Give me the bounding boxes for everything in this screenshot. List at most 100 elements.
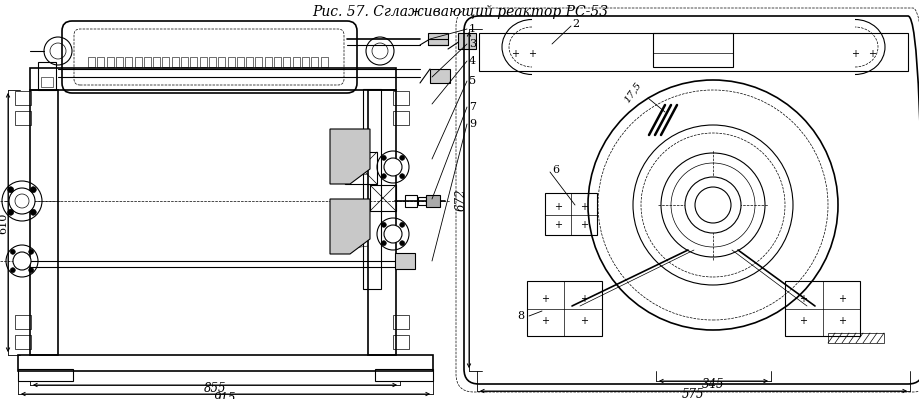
- Circle shape: [28, 249, 34, 254]
- Bar: [430, 69, 450, 83]
- Bar: [428, 33, 448, 45]
- Circle shape: [10, 249, 16, 254]
- Circle shape: [685, 177, 741, 233]
- Bar: [15, 315, 31, 329]
- Text: +: +: [541, 294, 549, 304]
- Bar: [246, 57, 253, 67]
- Bar: [312, 57, 318, 67]
- Bar: [479, 33, 908, 71]
- Bar: [283, 57, 290, 67]
- Text: +: +: [580, 294, 588, 304]
- Bar: [302, 57, 309, 67]
- Bar: [15, 91, 31, 105]
- Bar: [785, 281, 860, 336]
- Circle shape: [10, 268, 16, 273]
- Text: +: +: [541, 316, 549, 326]
- Bar: [321, 57, 327, 67]
- Bar: [653, 33, 733, 67]
- Circle shape: [381, 241, 386, 246]
- Text: Рис. 57. Сглаживающий реактор РС-53: Рис. 57. Сглаживающий реактор РС-53: [312, 5, 608, 19]
- Bar: [405, 195, 417, 207]
- Circle shape: [400, 241, 404, 246]
- Polygon shape: [330, 129, 370, 184]
- Text: 7: 7: [469, 102, 476, 112]
- Text: +: +: [799, 294, 807, 304]
- Text: 855: 855: [204, 383, 226, 395]
- Text: +: +: [580, 316, 588, 326]
- Bar: [237, 57, 244, 67]
- Text: +: +: [580, 202, 588, 212]
- Bar: [38, 62, 56, 90]
- Bar: [545, 193, 597, 235]
- Bar: [265, 57, 272, 67]
- Polygon shape: [330, 199, 370, 254]
- Text: +: +: [799, 316, 807, 326]
- Bar: [255, 57, 263, 67]
- Bar: [363, 89, 381, 289]
- Bar: [116, 57, 123, 67]
- Text: 9: 9: [469, 119, 476, 129]
- Text: +: +: [511, 49, 519, 59]
- Bar: [345, 152, 377, 184]
- Bar: [163, 57, 169, 67]
- Bar: [143, 57, 151, 67]
- Bar: [292, 57, 300, 67]
- Circle shape: [9, 188, 35, 214]
- Circle shape: [381, 174, 386, 179]
- Bar: [458, 33, 476, 49]
- Bar: [228, 57, 234, 67]
- Circle shape: [28, 268, 34, 273]
- Text: 6: 6: [552, 165, 559, 175]
- Bar: [393, 91, 409, 105]
- Bar: [393, 111, 409, 125]
- Text: 915: 915: [214, 391, 236, 399]
- Bar: [395, 253, 415, 269]
- Bar: [107, 57, 114, 67]
- Bar: [153, 57, 160, 67]
- Bar: [190, 57, 198, 67]
- Bar: [828, 333, 884, 343]
- Bar: [209, 57, 216, 67]
- Text: +: +: [838, 316, 846, 326]
- Text: 610: 610: [0, 212, 8, 234]
- Text: 17,5: 17,5: [623, 80, 643, 104]
- Bar: [30, 90, 58, 355]
- Circle shape: [13, 252, 31, 270]
- Circle shape: [400, 155, 404, 160]
- Bar: [375, 369, 433, 381]
- Text: 8: 8: [517, 311, 524, 321]
- Bar: [88, 57, 95, 67]
- Text: +: +: [554, 220, 562, 230]
- Text: 4: 4: [469, 56, 476, 66]
- Bar: [218, 57, 225, 67]
- Circle shape: [400, 222, 404, 227]
- Text: +: +: [580, 220, 588, 230]
- Circle shape: [30, 187, 37, 193]
- Text: +: +: [528, 49, 536, 59]
- Bar: [274, 57, 281, 67]
- Circle shape: [30, 209, 37, 215]
- Text: 672: 672: [455, 189, 468, 211]
- Circle shape: [7, 187, 14, 193]
- Circle shape: [381, 222, 386, 227]
- Bar: [30, 68, 396, 90]
- Bar: [370, 185, 396, 211]
- Circle shape: [384, 158, 402, 176]
- Bar: [134, 57, 142, 67]
- Bar: [97, 57, 104, 67]
- Text: 3: 3: [469, 39, 476, 49]
- Text: 345: 345: [702, 379, 724, 391]
- Bar: [426, 195, 440, 207]
- Bar: [18, 369, 73, 381]
- Bar: [199, 57, 207, 67]
- Bar: [393, 335, 409, 349]
- Bar: [393, 315, 409, 329]
- Circle shape: [7, 209, 14, 215]
- Text: +: +: [554, 202, 562, 212]
- Bar: [125, 57, 132, 67]
- Bar: [15, 335, 31, 349]
- Bar: [418, 197, 426, 205]
- Bar: [15, 111, 31, 125]
- Text: +: +: [838, 294, 846, 304]
- Circle shape: [381, 155, 386, 160]
